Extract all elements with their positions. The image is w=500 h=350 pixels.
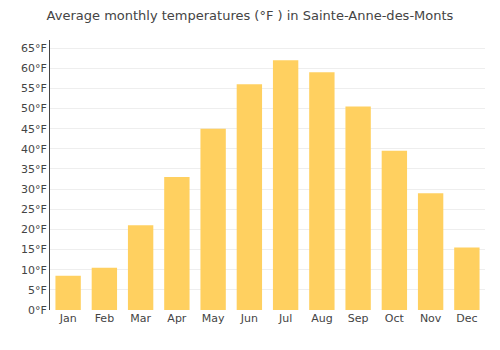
svg-text:Jan: Jan (59, 312, 77, 325)
svg-text:Apr: Apr (167, 312, 187, 325)
svg-text:Aug: Aug (311, 312, 332, 325)
svg-text:30°F: 30°F (21, 183, 47, 196)
svg-text:45°F: 45°F (21, 123, 47, 136)
svg-text:Jul: Jul (278, 312, 292, 325)
svg-text:Nov: Nov (420, 312, 442, 325)
svg-text:15°F: 15°F (21, 243, 47, 256)
svg-text:Dec: Dec (456, 312, 477, 325)
svg-text:Jun: Jun (240, 312, 258, 325)
svg-text:40°F: 40°F (21, 143, 47, 156)
svg-text:Mar: Mar (130, 312, 151, 325)
svg-text:5°F: 5°F (28, 284, 47, 297)
svg-text:60°F: 60°F (21, 62, 47, 75)
svg-text:Sep: Sep (348, 312, 369, 325)
svg-text:65°F: 65°F (21, 42, 47, 55)
svg-text:Average monthly temperatures (: Average monthly temperatures (°F ) in Sa… (47, 8, 454, 23)
svg-text:May: May (202, 312, 225, 325)
svg-text:55°F: 55°F (21, 82, 47, 95)
svg-text:Oct: Oct (385, 312, 405, 325)
svg-text:20°F: 20°F (21, 223, 47, 236)
svg-text:35°F: 35°F (21, 163, 47, 176)
svg-text:0°F: 0°F (28, 304, 47, 317)
svg-text:10°F: 10°F (21, 264, 47, 277)
svg-text:25°F: 25°F (21, 203, 47, 216)
svg-text:Feb: Feb (95, 312, 114, 325)
svg-text:50°F: 50°F (21, 102, 47, 115)
